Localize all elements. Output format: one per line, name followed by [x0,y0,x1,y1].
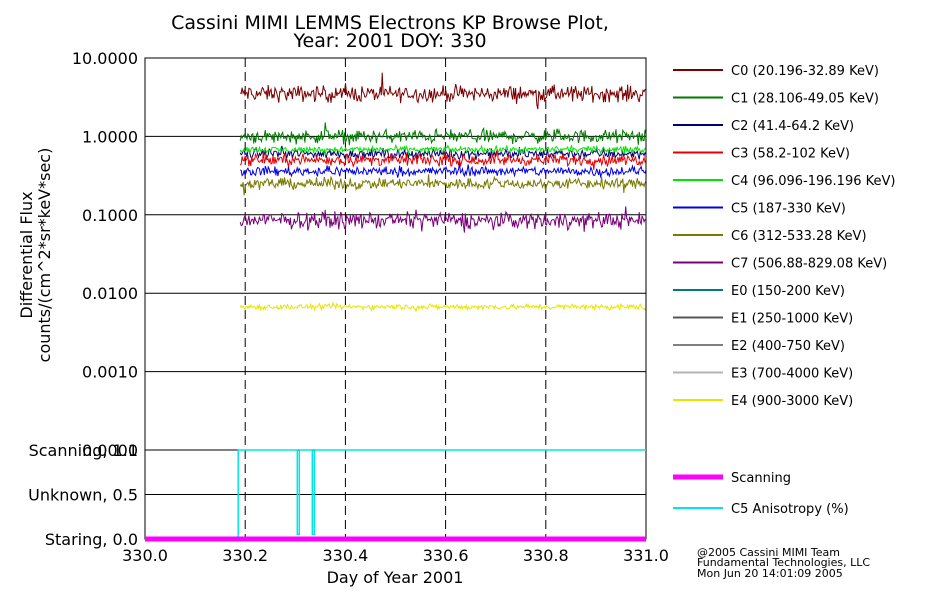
flux-ytick-label-3: 0.0100 [82,284,138,303]
legend-label-7: C7 (506.88-829.08 KeV) [731,257,887,272]
chart-title: Cassini MIMI LEMMS Electrons KP Browse P… [171,12,609,34]
flux-ytick-label-5: 0.0001 [82,441,138,460]
y-axis-units: counts/(cm^2*sr*keV*sec) [35,148,54,363]
x-axis-label: Day of Year 2001 [327,568,464,587]
xtick-label-1: 330.2 [222,546,268,565]
legend-label-8: E0 (150-200 KeV) [731,284,845,299]
legend-label-3: C3 (58.2-102 KeV) [731,147,850,162]
scan-series-1 [236,449,646,540]
flux-ytick-label-2: 0.1000 [82,206,138,225]
xtick-label-3: 330.6 [423,546,469,565]
y-axis-label: Differential Flux [17,191,36,318]
legend: C0 (20.196-32.89 KeV) C1 (28.106-49.05 Ke… [673,64,895,517]
legend-label-9: E1 (250-1000 KeV) [731,312,853,327]
flux-series-2 [239,145,647,161]
flux-series-4 [239,143,647,156]
footer-copyright: @2005 Cassini MIMI Team [697,546,840,559]
legend-label-10: E2 (400-750 KeV) [731,339,845,354]
flux-series-1 [239,122,647,146]
flux-series-5 [240,163,647,179]
legend-label-5: C5 (187-330 KeV) [731,202,846,217]
chart-subtitle: Year: 2001 DOY: 330 [292,30,486,52]
xtick-label-4: 330.8 [523,546,569,565]
flux-ytick-label-1: 1.0000 [82,127,138,146]
legend-label-0: C0 (20.196-32.89 KeV) [731,64,879,79]
flux-series-6 [239,174,647,196]
scan-ytick-label-2: Staring, 0.0 [45,530,138,549]
scan-ytick-label-0: Scanning, 1.0 [29,441,138,460]
footer-company: Fundamental Technologies, LLC [697,556,870,569]
legend-label-11: E3 (700-4000 KeV) [731,367,853,382]
flux-ytick-label-0: 10.0000 [72,49,138,68]
flux-series-7 [239,206,647,233]
xtick-label-0: 330.0 [122,546,168,565]
scan-ytick-label-1: Unknown, 0.5 [28,486,138,505]
legend-scan-label-0: Scanning [731,471,791,486]
flux-series-0 [239,72,647,110]
legend-label-2: C2 (41.4-64.2 KeV) [731,119,854,134]
legend-scan-label-1: C5 Anisotropy (%) [731,502,849,517]
xtick-label-5: 331.0 [623,546,669,565]
y-axis-label-group: Differential Flux counts/(cm^2*sr*keV*se… [17,148,54,363]
legend-label-1: C1 (28.106-49.05 KeV) [731,92,879,107]
flux-ytick-label-4: 0.0010 [82,363,138,382]
legend-label-6: C6 (312-533.28 KeV) [731,229,867,244]
xtick-label-2: 330.4 [322,546,368,565]
legend-label-12: E4 (900-3000 KeV) [731,394,853,409]
flux-series-3 [239,148,647,170]
legend-label-4: C4 (96.096-196.196 KeV) [731,174,895,189]
footer-timestamp: Mon Jun 20 14:01:09 2005 [697,567,843,580]
flux-series-12 [239,301,647,313]
